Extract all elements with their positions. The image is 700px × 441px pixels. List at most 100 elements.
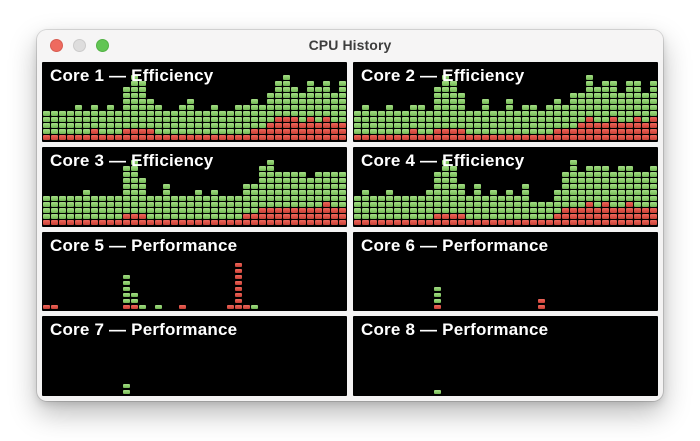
histogram-column [155,196,162,225]
histogram-column [187,196,194,225]
histogram-column [634,172,641,225]
histogram-column [147,99,154,140]
core-7-histogram [43,316,346,394]
histogram-column [179,105,186,140]
core-7-panel: Core 7 — Performance [42,316,347,396]
title-bar[interactable]: CPU History [37,30,663,60]
core-6-panel: Core 6 — Performance [353,231,658,312]
histogram-column [514,111,521,140]
histogram-column [370,111,377,140]
histogram-column [235,262,242,310]
zoom-button[interactable] [96,38,109,52]
histogram-column [211,190,218,225]
histogram-column [610,81,617,140]
histogram-column [442,160,449,225]
histogram-column [219,111,226,140]
histogram-column [123,274,130,310]
core-1-label: Core 1 — Efficiency [50,66,214,85]
histogram-column [538,111,545,140]
histogram-column [442,75,449,140]
histogram-column [67,196,74,225]
histogram-column [227,111,234,140]
histogram-column [474,184,481,225]
histogram-column [147,196,154,225]
histogram-column [195,111,202,140]
histogram-column [450,166,457,225]
histogram-column [131,292,138,310]
histogram-column [418,196,425,225]
histogram-column [506,190,513,225]
core-1-histogram [43,62,346,140]
histogram-column [650,166,657,225]
histogram-column [179,304,186,310]
histogram-column [522,105,529,140]
histogram-column [51,196,58,225]
histogram-column [259,105,266,140]
histogram-column [466,196,473,225]
core-3-histogram [43,147,346,225]
histogram-column [315,87,322,140]
core-2-panel: Core 2 — Efficiency [353,62,658,142]
histogram-column [107,105,114,140]
histogram-column [163,184,170,225]
histogram-column [91,105,98,140]
histogram-column [331,172,338,225]
histogram-column [394,196,401,225]
histogram-column [291,172,298,225]
core-2-label: Core 2 — Efficiency [361,66,525,85]
histogram-column [251,99,258,140]
histogram-column [394,111,401,140]
histogram-column [43,111,50,140]
histogram-column [562,105,569,140]
histogram-column [402,196,409,225]
histogram-column [107,196,114,225]
histogram-column [634,81,641,140]
core-6-histogram [354,232,657,310]
histogram-column [482,99,489,140]
histogram-column [299,93,306,140]
histogram-column [570,93,577,140]
histogram-column [362,105,369,140]
core-8-histogram [354,316,657,394]
histogram-column [386,105,393,140]
core-4-histogram [354,147,657,225]
histogram-column [139,81,146,140]
histogram-column [458,184,465,225]
histogram-column [299,172,306,225]
histogram-column [43,304,50,310]
histogram-column [498,111,505,140]
core-5-histogram [43,232,346,310]
histogram-column [490,190,497,225]
histogram-column [410,196,417,225]
cpu-history-window: CPU History Core 1 — Efficiency Core 2 —… [37,30,663,401]
histogram-column [259,166,266,225]
close-button[interactable] [50,38,63,52]
histogram-column [307,178,314,225]
histogram-column [227,304,234,310]
core-8-panel: Core 8 — Performance [353,316,658,396]
histogram-column [179,196,186,225]
histogram-column [163,111,170,140]
histogram-column [251,184,258,225]
histogram-column [546,105,553,140]
histogram-column [618,93,625,140]
histogram-column [235,196,242,225]
histogram-column [562,172,569,225]
histogram-column [139,304,146,310]
histogram-column [354,111,361,140]
histogram-column [243,304,250,310]
histogram-column [267,160,274,225]
histogram-column [339,172,346,225]
histogram-column [83,190,90,225]
histogram-column [171,111,178,140]
histogram-column [331,93,338,140]
histogram-column [426,111,433,140]
histogram-column [171,196,178,225]
histogram-column [123,383,130,394]
histogram-column [578,93,585,140]
histogram-column [275,172,282,225]
core-4-panel: Core 4 — Efficiency [353,146,658,227]
histogram-column [187,99,194,140]
histogram-column [378,111,385,140]
histogram-column [530,202,537,225]
